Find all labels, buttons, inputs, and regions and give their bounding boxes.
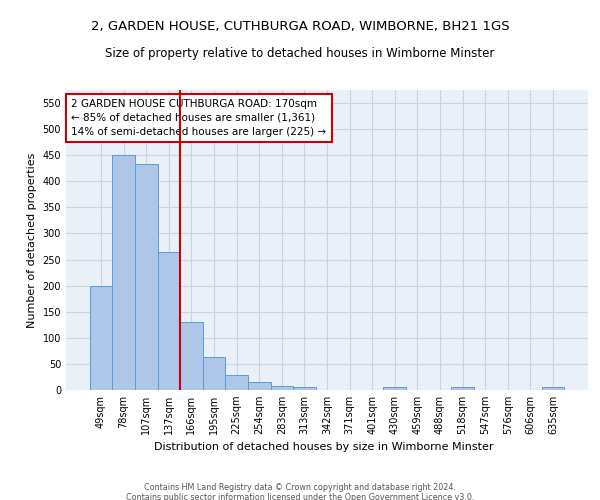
Text: Size of property relative to detached houses in Wimborne Minster: Size of property relative to detached ho…: [106, 48, 494, 60]
Bar: [451, 388, 474, 390]
Bar: [293, 388, 316, 390]
Text: 2 GARDEN HOUSE CUTHBURGA ROAD: 170sqm
← 85% of detached houses are smaller (1,36: 2 GARDEN HOUSE CUTHBURGA ROAD: 170sqm ← …: [71, 99, 326, 137]
Bar: [248, 382, 271, 390]
Bar: [383, 387, 406, 390]
Y-axis label: Number of detached properties: Number of detached properties: [27, 152, 37, 328]
Bar: [112, 154, 135, 390]
Bar: [158, 252, 180, 390]
Bar: [226, 376, 248, 390]
Bar: [180, 322, 203, 390]
Bar: [542, 388, 564, 390]
Bar: [90, 286, 112, 390]
Bar: [271, 386, 293, 390]
Text: 2, GARDEN HOUSE, CUTHBURGA ROAD, WIMBORNE, BH21 1GS: 2, GARDEN HOUSE, CUTHBURGA ROAD, WIMBORN…: [91, 20, 509, 33]
Text: Distribution of detached houses by size in Wimborne Minster: Distribution of detached houses by size …: [154, 442, 494, 452]
Bar: [203, 357, 226, 390]
Text: Contains HM Land Registry data © Crown copyright and database right 2024.
Contai: Contains HM Land Registry data © Crown c…: [126, 482, 474, 500]
Bar: [135, 164, 158, 390]
